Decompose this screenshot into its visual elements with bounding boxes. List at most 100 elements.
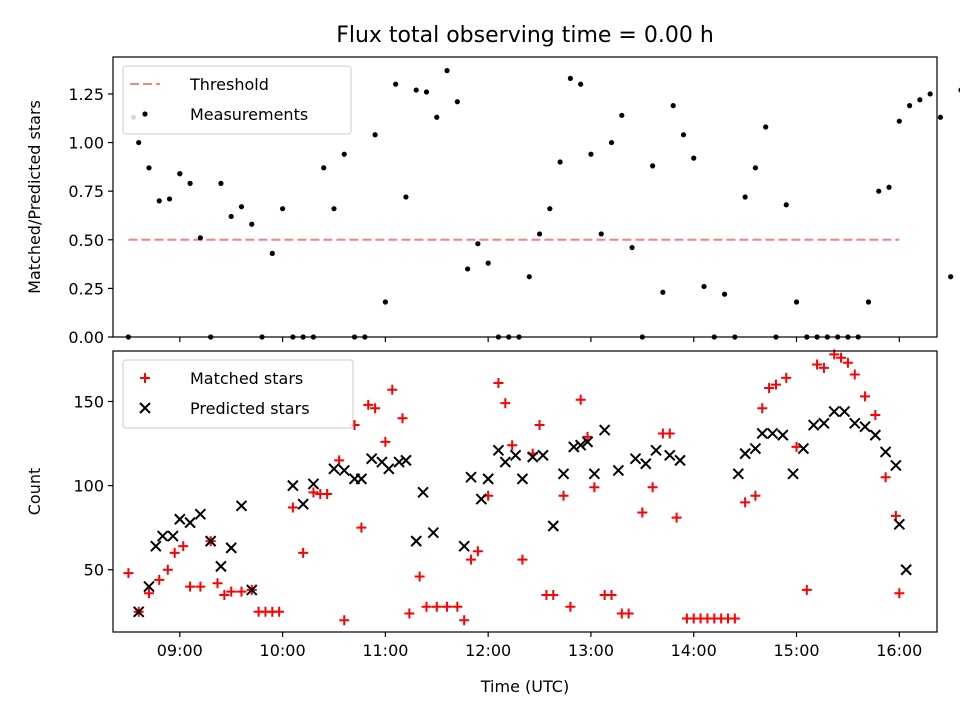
matched-star-point — [860, 391, 871, 402]
series-measurements — [125, 68, 960, 340]
predicted-star-point — [338, 464, 350, 477]
matched-star-point — [589, 482, 600, 493]
matched-star-point — [558, 490, 569, 501]
measurement-point — [187, 180, 193, 186]
matched-star-point — [466, 554, 477, 565]
measurement-point — [228, 213, 234, 220]
measurement-point — [927, 91, 933, 97]
predicted-star-point — [355, 473, 368, 485]
measurement-point — [423, 89, 430, 95]
predicted-star-point — [427, 527, 440, 539]
matched-star-point — [334, 455, 345, 466]
matched-star-point — [791, 441, 802, 452]
matched-star-point — [493, 377, 504, 388]
measurement-point — [156, 198, 162, 204]
measurement-point — [465, 266, 471, 272]
measurement-point — [660, 289, 666, 295]
measurement-point — [937, 114, 944, 120]
legend-label: Measurements — [190, 105, 308, 124]
predicted-star-point — [527, 451, 539, 463]
matched-star-point — [178, 541, 189, 552]
series-matched-stars — [123, 349, 905, 626]
matched-star-point — [143, 588, 154, 599]
matched-star-point — [770, 379, 781, 390]
measurement-point — [896, 118, 902, 124]
x-axis-label: Time (UTC) — [480, 677, 569, 696]
matched-star-point — [322, 489, 333, 500]
matched-star-point — [623, 608, 634, 619]
matched-star-point — [812, 359, 823, 370]
matched-star-point — [236, 586, 247, 597]
predicted-star-point — [417, 486, 429, 499]
matched-star-point — [185, 581, 196, 592]
measurement-point — [341, 151, 347, 157]
legend-label: Matched stars — [190, 369, 303, 388]
measurement-point — [865, 299, 872, 305]
figure-title: Flux total observing time = 0.00 h — [336, 23, 714, 48]
matched-star-point — [414, 571, 425, 582]
matched-star-point — [729, 613, 740, 624]
matched-star-point — [452, 601, 463, 612]
y-tick-label: 50 — [84, 561, 104, 580]
x-tick-label: 12:00 — [465, 641, 511, 660]
predicted-star-point — [900, 564, 912, 576]
measurement-point — [146, 165, 152, 171]
predicted-star-point — [225, 542, 237, 554]
legend-marker — [142, 111, 148, 117]
predicted-star-point — [674, 454, 686, 467]
predicted-star-point — [516, 473, 529, 485]
predicted-star-point — [749, 442, 762, 455]
measurement-point — [136, 139, 142, 146]
predicted-star-point — [537, 449, 549, 462]
legend-label: Predicted stars — [190, 399, 310, 418]
predicted-star-point — [629, 452, 642, 465]
y-tick-label: 0.00 — [68, 328, 104, 347]
measurement-point — [321, 165, 327, 171]
measurement-point — [454, 99, 460, 105]
predicted-star-point — [797, 442, 810, 455]
predicted-star-point — [410, 535, 422, 547]
predicted-star-point — [215, 560, 227, 573]
predicted-star-point — [807, 419, 820, 431]
matched-star-point — [370, 403, 381, 414]
predicted-star-point — [588, 468, 601, 480]
predicted-star-point — [557, 468, 570, 480]
measurement-point — [876, 188, 882, 194]
measurement-point — [691, 155, 697, 161]
measurement-point — [783, 202, 789, 208]
legend-label: Threshold — [189, 75, 269, 94]
legend-marker — [140, 373, 150, 383]
matched-star-point — [507, 440, 518, 451]
matched-star-point — [212, 578, 223, 589]
predicted-star-point — [184, 516, 196, 529]
predicted-star-point — [246, 584, 258, 596]
predicted-star-point — [598, 424, 611, 436]
predicted-star-point — [766, 427, 779, 440]
measurement-point — [485, 260, 491, 266]
predicted-star-point — [400, 454, 412, 467]
predicted-star-point — [465, 471, 477, 483]
legend-box — [122, 359, 354, 429]
measurement-point — [948, 274, 954, 280]
predicted-star-point — [482, 473, 494, 485]
predicted-star-point — [650, 444, 662, 456]
measurement-point — [403, 194, 409, 200]
predicted-star-point — [818, 417, 830, 430]
predicted-star-point — [393, 456, 405, 468]
matched-star-point — [298, 547, 309, 558]
matched-star-point — [500, 398, 511, 409]
measurement-point — [536, 231, 543, 237]
y-axis-label: Count — [25, 468, 44, 516]
matched-star-point — [818, 362, 829, 373]
matched-star-point — [162, 564, 173, 575]
measurement-point — [413, 87, 419, 93]
matched-star-point — [274, 606, 285, 617]
measurement-point — [680, 132, 687, 138]
matched-star-point — [363, 399, 374, 410]
matched-star-point — [671, 512, 682, 523]
y-tick-label: 1.00 — [68, 134, 104, 153]
measurement-point — [279, 206, 286, 212]
measurement-point — [886, 184, 892, 190]
predicted-star-point — [838, 405, 851, 418]
